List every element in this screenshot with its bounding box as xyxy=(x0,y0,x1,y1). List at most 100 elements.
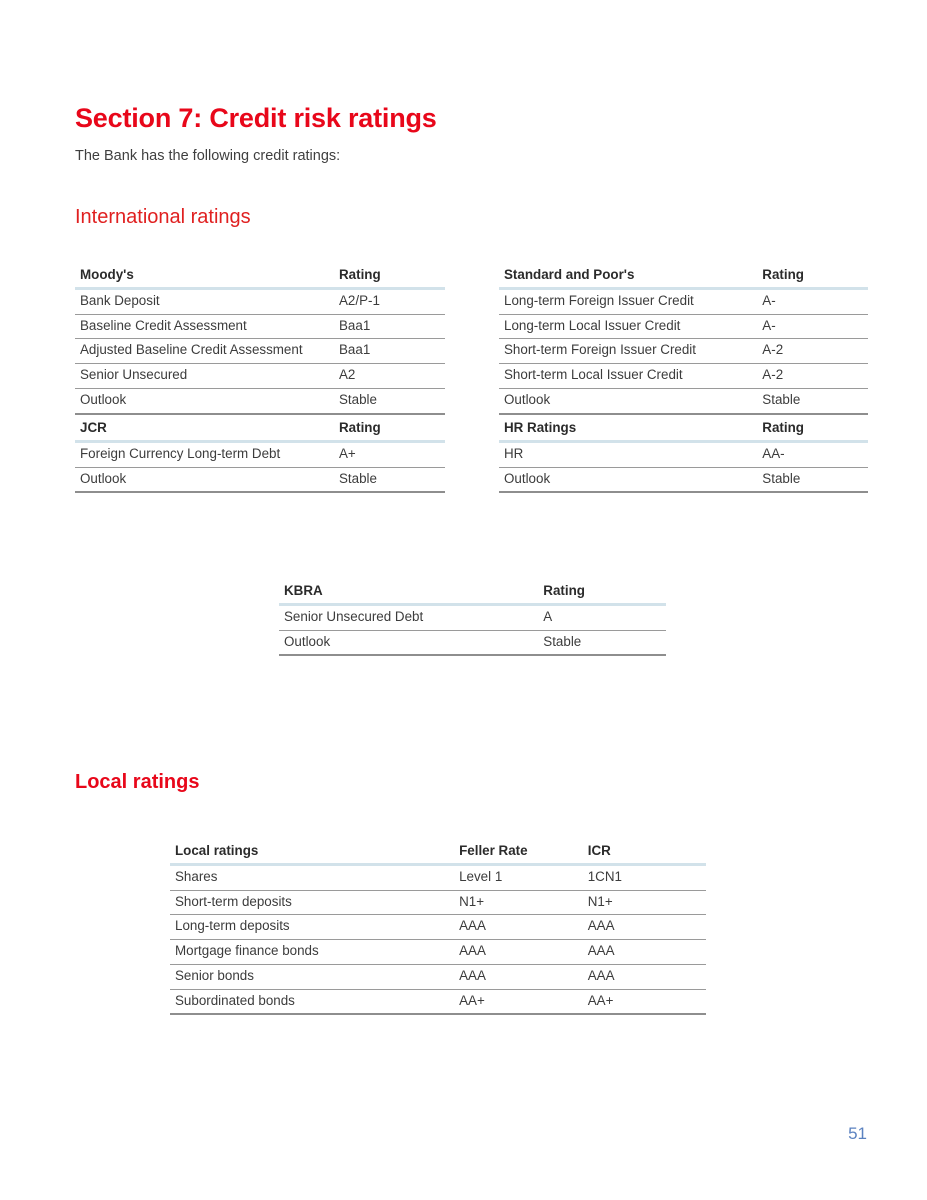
row-value-2: AA+ xyxy=(582,989,706,1016)
row-value-1: AAA xyxy=(454,914,583,940)
table-row: Outlook Stable xyxy=(499,388,868,415)
row-label: Senior Unsecured Debt xyxy=(279,604,539,631)
row-value-2: N1+ xyxy=(582,890,706,916)
row-value-2: AAA xyxy=(582,914,706,940)
table-row: Short-term deposits N1+ N1+ xyxy=(170,890,706,916)
column-header-1: Moody's xyxy=(75,264,334,290)
row-value-2: AAA xyxy=(582,939,706,965)
table-header-row: JCR Rating xyxy=(75,417,445,443)
table-row: Senior bonds AAA AAA xyxy=(170,964,706,990)
table-local-ratings: Local ratings Feller Rate ICR Shares Level 1… xyxy=(170,840,706,1016)
table-header-row: Moody's Rating xyxy=(75,264,445,290)
table-row: Outlook Stable xyxy=(75,388,445,415)
row-value-1: Stable xyxy=(538,630,666,657)
row-label: Outlook xyxy=(75,467,334,494)
table-moodys: Moody's Rating Bank Deposit A2/P-1 Baseline … xyxy=(75,264,445,415)
table-row: Senior Unsecured A2 xyxy=(75,363,445,389)
row-value-1: Baa1 xyxy=(334,314,445,340)
table-row: Short-term Local Issuer Credit A-2 xyxy=(499,363,868,389)
column-header-2: Rating xyxy=(757,417,868,443)
table-row: Mortgage finance bonds AAA AAA xyxy=(170,939,706,965)
row-value-1: N1+ xyxy=(454,890,583,916)
row-value-1: AA+ xyxy=(454,989,583,1016)
row-label: Shares xyxy=(170,864,455,891)
row-label: Short-term Foreign Issuer Credit xyxy=(499,338,758,364)
row-label: Outlook xyxy=(499,388,758,415)
table-row: Long-term Local Issuer Credit A- xyxy=(499,314,868,340)
row-value-1: Stable xyxy=(334,467,445,494)
row-label: Long-term Foreign Issuer Credit xyxy=(499,288,758,315)
table-row: Senior Unsecured Debt A xyxy=(279,604,666,631)
intro-paragraph: The Bank has the following credit rating… xyxy=(75,148,341,164)
row-label: Senior Unsecured xyxy=(75,363,334,389)
table-kbra: KBRA Rating Senior Unsecured Debt A Outlook S… xyxy=(279,580,666,657)
page-title: Section 7: Credit risk ratings xyxy=(75,103,437,133)
row-label: Long-term Local Issuer Credit xyxy=(499,314,758,340)
table-row: Adjusted Baseline Credit Assessment Baa1 xyxy=(75,338,445,364)
row-label: Outlook xyxy=(499,467,758,494)
row-value-1: Stable xyxy=(757,388,868,415)
row-label: Adjusted Baseline Credit Assessment xyxy=(75,338,334,364)
column-header-2: Rating xyxy=(538,580,666,606)
row-value-2: AAA xyxy=(582,964,706,990)
row-label: HR xyxy=(499,441,758,468)
row-label: Short-term Local Issuer Credit xyxy=(499,363,758,389)
column-header-1: JCR xyxy=(75,417,334,443)
table-row: Foreign Currency Long-term Debt A+ xyxy=(75,441,445,468)
row-label: Foreign Currency Long-term Debt xyxy=(75,441,334,468)
table-row: Long-term Foreign Issuer Credit A- xyxy=(499,288,868,315)
table-row: Outlook Stable xyxy=(75,467,445,494)
column-header-1: KBRA xyxy=(279,580,539,606)
row-value-1: A+ xyxy=(334,441,445,468)
heading-local-ratings: Local ratings xyxy=(75,771,200,793)
table-row: Outlook Stable xyxy=(499,467,868,494)
table-row: Shares Level 1 1CN1 xyxy=(170,864,706,891)
column-header-2: Rating xyxy=(757,264,868,290)
row-value-1: Baa1 xyxy=(334,338,445,364)
row-value-1: Level 1 xyxy=(454,864,583,891)
table-header-row: HR Ratings Rating xyxy=(499,417,868,443)
row-label: Short-term deposits xyxy=(170,890,455,916)
heading-international-ratings: International ratings xyxy=(75,206,251,228)
row-value-1: A2/P-1 xyxy=(334,288,445,315)
table-row: Long-term deposits AAA AAA xyxy=(170,914,706,940)
table-standard-and-poors: Standard and Poor's Rating Long-term Forei… xyxy=(499,264,868,415)
row-value-1: A xyxy=(538,604,666,631)
table-jcr: JCR Rating Foreign Currency Long-term Debt… xyxy=(75,417,445,494)
row-value-1: AAA xyxy=(454,964,583,990)
row-label: Outlook xyxy=(279,630,539,657)
column-header-1: Local ratings xyxy=(170,840,455,866)
table-header-row: Local ratings Feller Rate ICR xyxy=(170,840,706,866)
row-label: Outlook xyxy=(75,388,334,415)
table-row: Outlook Stable xyxy=(279,630,666,657)
row-value-2: 1CN1 xyxy=(582,864,706,891)
row-value-1: AA- xyxy=(757,441,868,468)
row-label: Mortgage finance bonds xyxy=(170,939,455,965)
column-header-3: ICR xyxy=(582,840,706,866)
row-value-1: A- xyxy=(757,314,868,340)
row-label: Long-term deposits xyxy=(170,914,455,940)
column-header-1: HR Ratings xyxy=(499,417,758,443)
row-label: Subordinated bonds xyxy=(170,989,455,1016)
row-value-1: Stable xyxy=(334,388,445,415)
column-header-2: Rating xyxy=(334,417,445,443)
row-value-1: A- xyxy=(757,288,868,315)
row-label: Baseline Credit Assessment xyxy=(75,314,334,340)
table-row: Short-term Foreign Issuer Credit A-2 xyxy=(499,338,868,364)
column-header-2: Feller Rate xyxy=(454,840,583,866)
table-row: HR AA- xyxy=(499,441,868,468)
table-row: Bank Deposit A2/P-1 xyxy=(75,288,445,315)
column-header-2: Rating xyxy=(334,264,445,290)
table-hr-ratings: HR Ratings Rating HR AA- Outlook Stable xyxy=(499,417,868,494)
row-value-1: AAA xyxy=(454,939,583,965)
column-header-1: Standard and Poor's xyxy=(499,264,758,290)
page-number: 51 xyxy=(848,1124,867,1143)
row-value-1: A-2 xyxy=(757,338,868,364)
row-value-1: A2 xyxy=(334,363,445,389)
table-row: Subordinated bonds AA+ AA+ xyxy=(170,989,706,1016)
row-value-1: Stable xyxy=(757,467,868,494)
table-header-row: KBRA Rating xyxy=(279,580,666,606)
row-label: Bank Deposit xyxy=(75,288,334,315)
row-value-1: A-2 xyxy=(757,363,868,389)
